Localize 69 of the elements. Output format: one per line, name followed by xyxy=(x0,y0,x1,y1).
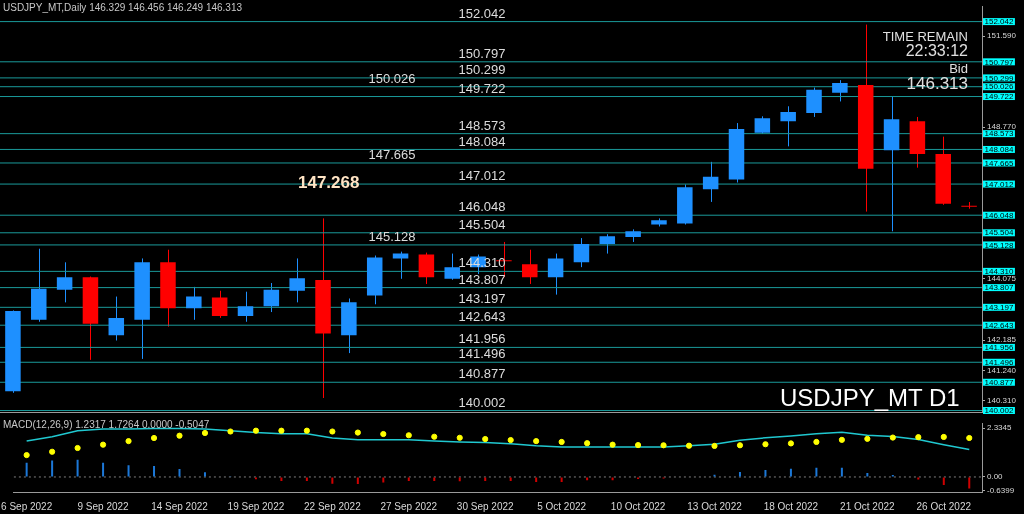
annotation: 22:33:12 xyxy=(905,42,969,60)
chart-title: USDJPY_MT,Daily 146.329 146.456 146.249 146.313 xyxy=(3,1,243,13)
x-tick-label: 9 Sep 2022 xyxy=(77,500,130,512)
text: 141.956 xyxy=(984,343,1014,353)
x-tick-label: 22 Sep 2022 xyxy=(304,500,362,512)
ref-line-label: 148.084 xyxy=(458,133,506,149)
x-tick-label: 19 Sep 2022 xyxy=(227,500,285,512)
annotation: 147.268 xyxy=(298,172,360,192)
x-tick-label: 26 Oct 2022 xyxy=(916,500,972,512)
y-tick-label: 148.770 xyxy=(987,122,1017,132)
y-tick-label: 144.075 xyxy=(987,274,1017,284)
ref-line-label: 150.026 xyxy=(368,70,416,86)
ref-line-label: 152.042 xyxy=(458,5,506,21)
ref-line-label: 147.012 xyxy=(458,168,506,184)
text: 142.643 xyxy=(984,320,1014,330)
y-tick-label: 151.590 xyxy=(987,31,1017,41)
text: 147.012 xyxy=(984,179,1014,189)
x-tick-label: 5 Oct 2022 xyxy=(537,500,587,512)
ref-line-label: 143.807 xyxy=(458,271,506,287)
text: 150.026 xyxy=(984,82,1014,92)
text: 148.084 xyxy=(984,145,1014,155)
ref-line-label: 145.128 xyxy=(368,229,416,245)
text: 147.665 xyxy=(984,158,1014,168)
x-tick-label: 14 Sep 2022 xyxy=(151,500,209,512)
ref-line-label: 143.197 xyxy=(458,291,506,307)
x-tick-label: 18 Oct 2022 xyxy=(763,500,819,512)
text: 150.797 xyxy=(984,57,1014,67)
y-tick-label: 2.3345 xyxy=(987,423,1013,433)
text: 144.310 xyxy=(984,267,1014,277)
ref-line-label: 141.496 xyxy=(458,346,506,362)
ref-line-label: 146.048 xyxy=(458,199,506,215)
text: 150.299 xyxy=(984,73,1014,83)
chart-title: MACD(12,26,9) 1.2317 1.7264 0.0000 -0.5047 xyxy=(3,418,210,430)
text: 141.496 xyxy=(984,357,1014,367)
text: 146.048 xyxy=(984,210,1014,220)
annotation: 146.313 xyxy=(906,73,968,93)
x-tick-label: 10 Oct 2022 xyxy=(610,500,666,512)
ref-line-label: 145.504 xyxy=(458,216,506,232)
y-tick-label: 142.185 xyxy=(987,335,1017,345)
y-tick-label: -0.6399 xyxy=(987,485,1015,495)
ref-line-label: 140.877 xyxy=(458,366,506,382)
text: 140.002 xyxy=(984,406,1014,416)
ref-line-label: 149.722 xyxy=(458,80,506,96)
annotation: USDJPY_MT D1 xyxy=(780,383,960,411)
annotation: TIME REMAIN xyxy=(882,28,968,44)
text: 145.128 xyxy=(984,240,1014,250)
text: 148.573 xyxy=(984,129,1014,139)
x-tick-label: 27 Sep 2022 xyxy=(380,500,438,512)
ref-line-label: 142.643 xyxy=(458,309,506,325)
text: 149.722 xyxy=(984,92,1014,102)
y-tick-label: 0.00 xyxy=(987,472,1004,482)
text: 143.807 xyxy=(984,283,1014,293)
text: 140.877 xyxy=(984,377,1014,387)
x-tick-label: 6 Sep 2022 xyxy=(1,500,53,512)
ref-line-label: 147.665 xyxy=(368,147,416,163)
ref-line-label: 148.573 xyxy=(458,117,506,133)
y-tick-label: 141.240 xyxy=(987,365,1017,375)
y-tick-label: 140.310 xyxy=(987,395,1017,405)
ref-line-label: 141.956 xyxy=(458,331,506,347)
text: 152.042 xyxy=(984,17,1014,27)
ref-line-label: 150.299 xyxy=(458,61,506,77)
x-tick-label: 21 Oct 2022 xyxy=(840,500,896,512)
ref-line-label: 150.797 xyxy=(458,45,506,61)
x-tick-label: 30 Sep 2022 xyxy=(456,500,515,512)
x-tick-label: 13 Oct 2022 xyxy=(687,500,743,512)
text: 143.197 xyxy=(984,303,1014,313)
text: 145.504 xyxy=(984,228,1014,238)
annotation: Bid xyxy=(949,60,968,76)
ref-line-label: 140.002 xyxy=(458,394,506,410)
